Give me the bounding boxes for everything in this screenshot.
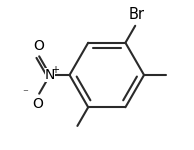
Text: O: O <box>32 97 43 111</box>
Text: N: N <box>45 68 55 82</box>
Text: ⁻: ⁻ <box>23 89 28 99</box>
Text: +: + <box>51 65 59 75</box>
Text: O: O <box>33 39 44 53</box>
Text: Br: Br <box>128 7 144 22</box>
